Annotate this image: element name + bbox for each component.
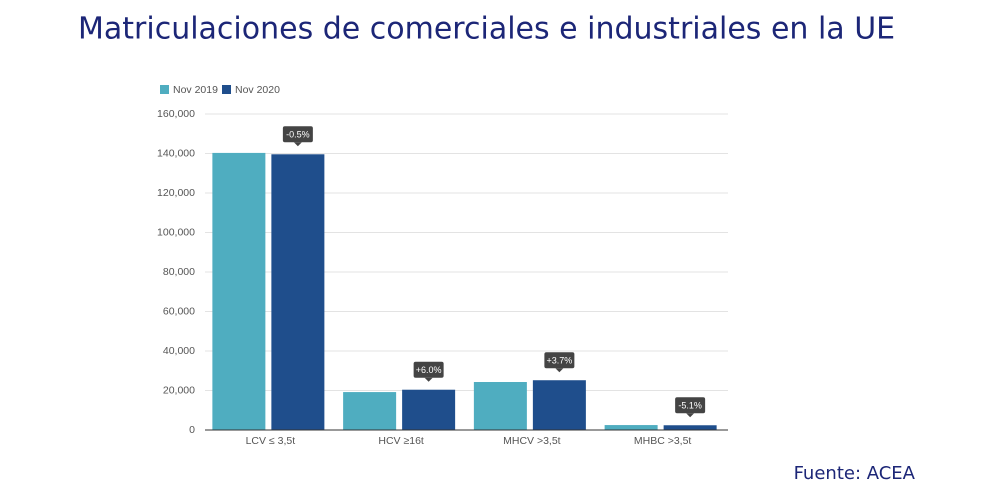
annotation-pointer xyxy=(424,377,433,382)
annotation-pointer xyxy=(555,368,564,373)
annotation: -5.1% xyxy=(678,401,702,411)
bar xyxy=(663,425,717,430)
y-tick-label: 60,000 xyxy=(163,305,195,317)
y-tick-label: 160,000 xyxy=(157,108,195,120)
legend-swatch xyxy=(160,85,169,94)
annotation: +3.7% xyxy=(546,356,572,366)
source: Fuente: ACEA xyxy=(794,463,916,484)
bar xyxy=(604,425,658,430)
x-tick-label: MHCV >3,5t xyxy=(503,435,561,447)
legend-swatch xyxy=(222,85,231,94)
y-tick-label: 140,000 xyxy=(157,147,195,159)
annotation-box xyxy=(282,126,313,143)
bar xyxy=(402,389,456,430)
y-tick-label: 40,000 xyxy=(163,345,195,357)
y-tick-label: 80,000 xyxy=(163,266,195,278)
y-tick-label: 20,000 xyxy=(163,384,195,396)
legend-label: Nov 2020 xyxy=(235,84,280,96)
bar xyxy=(343,392,397,430)
chart-title: Matriculaciones de comerciales e industr… xyxy=(78,12,895,47)
annotation: +6.0% xyxy=(416,365,442,375)
annotation-box xyxy=(544,352,575,369)
annotation-pointer xyxy=(293,142,302,147)
bar xyxy=(271,154,325,431)
x-tick-label: LCV ≤ 3,5t xyxy=(246,435,296,447)
legend-label: Nov 2019 xyxy=(173,84,218,96)
annotation-box xyxy=(675,397,706,414)
bar xyxy=(473,382,527,430)
bar xyxy=(532,380,586,430)
y-tick-label: 0 xyxy=(189,424,195,436)
x-tick-label: HCV ≥16t xyxy=(378,435,424,447)
annotation: -0.5% xyxy=(286,130,310,140)
annotation-box xyxy=(413,361,444,378)
y-tick-label: 100,000 xyxy=(157,226,195,238)
annotation-pointer xyxy=(686,413,695,418)
y-tick-label: 120,000 xyxy=(157,187,195,199)
x-tick-label: MHBC >3,5t xyxy=(634,435,692,447)
bar xyxy=(212,152,266,430)
